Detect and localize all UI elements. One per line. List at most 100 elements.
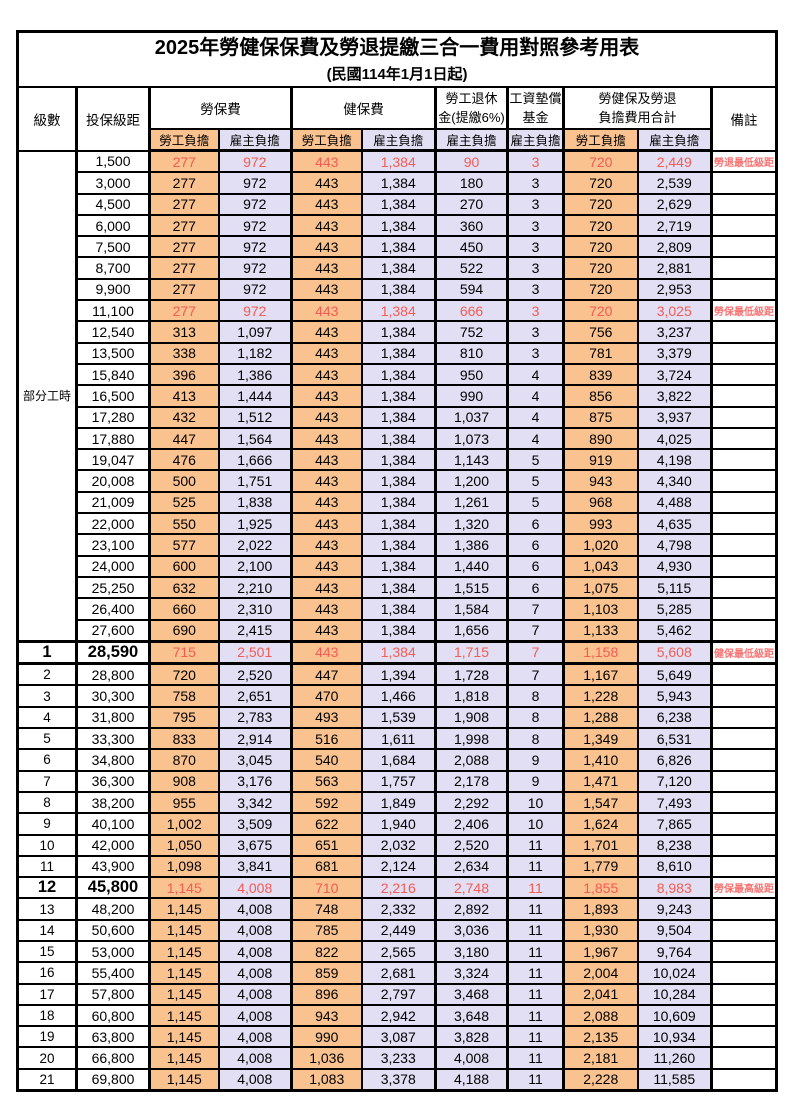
remark-cell (710, 469, 778, 493)
level-cell: 10 (16, 833, 78, 857)
table-row: 13 48,200 1,145 4,008 748 2,332 2,892 11 1,893 9,… (16, 897, 778, 921)
cell-fund-employer: 10 (506, 812, 565, 836)
bracket-cell: 63,800 (75, 1025, 151, 1049)
cell-health-employer: 1,384 (360, 405, 437, 429)
level-cell: 13 (16, 897, 78, 921)
bracket-cell: 50,600 (75, 918, 151, 942)
bracket-cell: 38,200 (75, 790, 151, 815)
col-header-bracket: 投保級距 (75, 86, 151, 152)
bracket-cell: 40,100 (75, 812, 151, 836)
cell-total-employer: 8,983 (636, 876, 713, 900)
bracket-cell: 48,200 (75, 897, 151, 921)
level-cell: 17 (16, 982, 78, 1006)
cell-total-employer: 5,115 (636, 575, 713, 600)
cell-pension-employer: 2,088 (434, 748, 509, 772)
cell-health-employer: 2,032 (360, 833, 437, 857)
col-header-remark: 備註 (710, 86, 778, 152)
cell-health-employer: 1,539 (360, 705, 437, 730)
cell-health-employer: 2,565 (360, 939, 437, 964)
cell-total-worker: 2,041 (562, 982, 639, 1006)
cell-health-employer: 2,216 (360, 876, 437, 900)
cell-health-employer: 1,384 (360, 299, 437, 323)
cell-health-employer: 1,384 (360, 554, 437, 578)
cell-fund-employer: 3 (506, 171, 565, 195)
bracket-cell: 17,280 (75, 405, 151, 429)
cell-total-employer: 11,585 (636, 1067, 713, 1092)
cell-total-worker: 1,547 (562, 790, 639, 815)
cell-total-employer: 6,238 (636, 705, 713, 730)
col-header-labor-insurance: 勞保費 (148, 86, 293, 130)
subheader-pension-employer: 雇主負擔 (434, 128, 509, 152)
table-row: 12 45,800 1,145 4,008 710 2,216 2,748 11 1,855 8,… (16, 876, 778, 900)
cell-total-employer: 3,822 (636, 384, 713, 408)
cell-health-worker: 710 (290, 876, 363, 900)
cell-total-employer: 4,025 (636, 426, 713, 451)
cell-total-worker: 720 (562, 256, 639, 280)
cell-labor-employer: 3,675 (217, 833, 293, 857)
cell-labor-worker: 833 (148, 727, 220, 751)
cell-health-worker: 859 (290, 961, 363, 985)
bracket-cell: 12,540 (75, 320, 151, 344)
cell-pension-employer: 2,292 (434, 790, 509, 815)
cell-health-worker: 990 (290, 1025, 363, 1049)
table-row: 27,600 690 2,415 443 1,384 1,656 7 1,133 5,462 (18, 618, 778, 643)
col-header-total: 勞健保及勞退 負擔費用合計 (562, 86, 713, 130)
remark-cell (710, 448, 778, 472)
cell-labor-employer: 972 (217, 192, 293, 216)
cell-fund-employer: 3 (506, 235, 565, 259)
cell-total-employer: 8,610 (636, 854, 713, 879)
bracket-cell: 69,800 (75, 1067, 151, 1092)
cell-labor-worker: 720 (148, 662, 220, 687)
header-line: 勞工退休 (445, 91, 498, 106)
bracket-cell: 20,008 (75, 469, 151, 493)
remark-cell (710, 277, 778, 302)
cell-health-worker: 443 (290, 448, 363, 472)
cell-health-worker: 443 (290, 575, 363, 600)
cell-labor-employer: 972 (217, 256, 293, 280)
cell-fund-employer: 9 (506, 748, 565, 772)
cell-labor-employer: 4,008 (217, 939, 293, 964)
cell-labor-worker: 1,145 (148, 1025, 220, 1049)
cell-pension-employer: 2,634 (434, 854, 509, 879)
bracket-cell: 25,250 (75, 575, 151, 600)
cell-labor-worker: 277 (148, 277, 220, 302)
cell-fund-employer: 11 (506, 1067, 565, 1092)
cell-labor-employer: 3,841 (217, 854, 293, 879)
cell-labor-employer: 3,045 (217, 748, 293, 772)
cell-health-worker: 443 (290, 149, 363, 174)
level-cell: 14 (16, 918, 78, 942)
level-cell: 18 (16, 1003, 78, 1028)
cell-health-employer: 1,384 (360, 277, 437, 302)
cell-labor-worker: 870 (148, 748, 220, 772)
cell-total-employer: 10,024 (636, 961, 713, 985)
cell-fund-employer: 7 (506, 639, 565, 666)
cell-pension-employer: 4,188 (434, 1067, 509, 1092)
cell-labor-employer: 2,501 (217, 639, 293, 666)
cell-labor-employer: 2,783 (217, 705, 293, 730)
cell-total-worker: 919 (562, 448, 639, 472)
bracket-cell: 1,500 (75, 149, 151, 174)
remark-cell (710, 362, 778, 387)
bracket-cell: 16,500 (75, 384, 151, 408)
cell-labor-employer: 4,008 (217, 918, 293, 942)
cell-labor-worker: 277 (148, 171, 220, 195)
remark-cell (710, 662, 778, 687)
cell-health-worker: 447 (290, 662, 363, 687)
table-row: 19 63,800 1,145 4,008 990 3,087 3,828 11 2,135 10… (16, 1025, 778, 1049)
cell-health-worker: 443 (290, 533, 363, 557)
table-row: 2 28,800 720 2,520 447 1,394 1,728 7 1,167 5,649 (16, 662, 778, 687)
cell-pension-employer: 1,386 (434, 533, 509, 557)
cell-fund-employer: 7 (506, 597, 565, 621)
table-title-cell: 2025年勞健保保費及勞退提繳三合一費用對照參考用表 (民國114年1月1日起) (16, 30, 778, 88)
table-row: 18 60,800 1,145 4,008 943 2,942 3,648 11 2,088 10… (16, 1003, 778, 1028)
cell-health-employer: 2,942 (360, 1003, 437, 1028)
cell-health-worker: 748 (290, 897, 363, 921)
cell-pension-employer: 2,178 (434, 769, 509, 793)
cell-total-employer: 2,881 (636, 256, 713, 280)
cell-total-employer: 5,285 (636, 597, 713, 621)
cell-fund-employer: 11 (506, 1046, 565, 1070)
cell-labor-worker: 500 (148, 469, 220, 493)
header-line: 基金 (522, 110, 549, 125)
cell-total-employer: 5,462 (636, 618, 713, 643)
